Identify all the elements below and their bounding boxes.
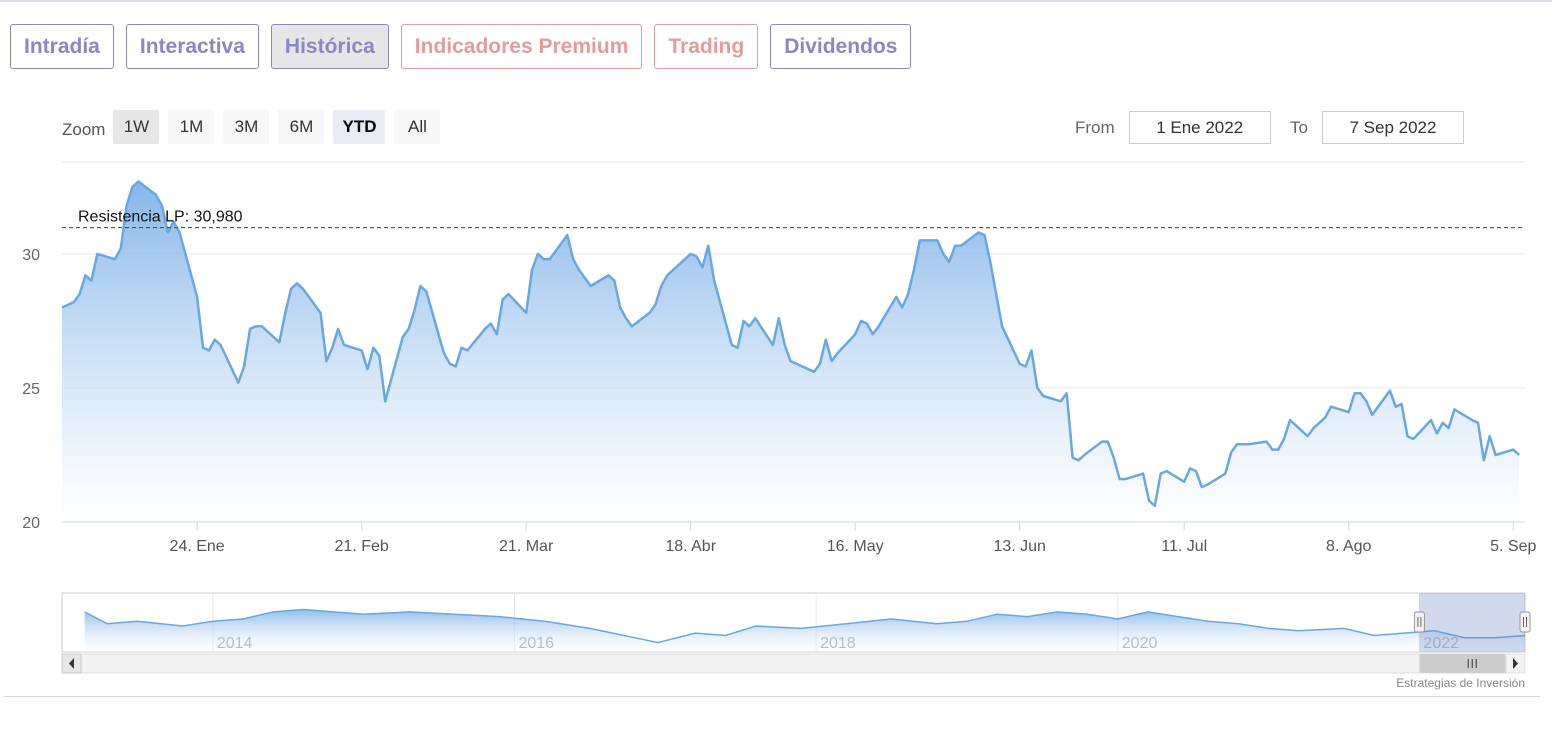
- x-tick-label: 24. Ene: [170, 538, 225, 555]
- to-date-input[interactable]: 7 Sep 2022: [1321, 111, 1464, 144]
- x-tick-label: 16. May: [827, 538, 884, 555]
- zoom-1m-button[interactable]: 1M: [168, 110, 215, 144]
- bottom-border: [4, 696, 1540, 697]
- x-tick-label: 21. Mar: [499, 538, 554, 555]
- tab-indicadores-premium[interactable]: Indicadores Premium: [400, 24, 643, 69]
- chart-credit[interactable]: Estrategias de Inversión: [1396, 676, 1525, 690]
- from-date-input[interactable]: 1 Ene 2022: [1128, 111, 1271, 144]
- series-line: [61, 180, 1520, 508]
- series-area: [62, 181, 1520, 522]
- tab-intradia[interactable]: Intradía: [10, 24, 114, 69]
- y-tick-label: 25: [22, 381, 40, 398]
- zoom-selector: Zoom 1W 1M 3M 6M YTD All: [62, 110, 449, 144]
- zoom-ytd-button[interactable]: YTD: [333, 110, 386, 144]
- zoom-3m-button[interactable]: 3M: [223, 110, 270, 144]
- zoom-6m-button[interactable]: 6M: [278, 110, 325, 144]
- tab-trading[interactable]: Trading: [654, 24, 759, 69]
- x-tick-label: 8. Ago: [1326, 538, 1371, 555]
- tab-interactiva[interactable]: Interactiva: [125, 24, 259, 69]
- tab-historica[interactable]: Histórica: [270, 24, 389, 69]
- range-from: From 1 Ene 2022: [1075, 111, 1271, 144]
- navigator-selection[interactable]: [1419, 593, 1525, 652]
- x-tick-label: 21. Feb: [335, 538, 389, 555]
- section-tabs: Intradía Interactiva Histórica Indicador…: [10, 24, 912, 69]
- y-tick-label: 30: [22, 247, 40, 264]
- x-tick-label: 5. Sep: [1490, 538, 1536, 555]
- x-tick-label: 18. Abr: [665, 538, 716, 555]
- scrollbar-track[interactable]: [61, 653, 1526, 674]
- from-label: From: [1075, 117, 1115, 137]
- zoom-label: Zoom: [62, 120, 106, 139]
- navigator-left-handle[interactable]: [1413, 611, 1425, 633]
- range-to: To 7 Sep 2022: [1290, 111, 1464, 144]
- zoom-all-button[interactable]: All: [394, 110, 441, 144]
- resistance-label: Resistencia LP: 30,980: [78, 209, 243, 226]
- zoom-1w-button[interactable]: 1W: [113, 110, 160, 144]
- to-label: To: [1290, 117, 1308, 137]
- top-border: [0, 0, 1552, 2]
- navigator-right-handle[interactable]: [1519, 611, 1531, 633]
- scroll-left-arrow-icon: [69, 658, 74, 669]
- navigator-line: [84, 608, 1526, 644]
- y-tick-label: 20: [22, 515, 40, 532]
- scroll-right-arrow-icon: [1513, 658, 1518, 669]
- tab-dividendos[interactable]: Dividendos: [770, 24, 912, 69]
- navigator-area: [84, 609, 1526, 652]
- x-tick-label: 13. Jun: [993, 538, 1045, 555]
- x-tick-label: 11. Jul: [1161, 538, 1207, 555]
